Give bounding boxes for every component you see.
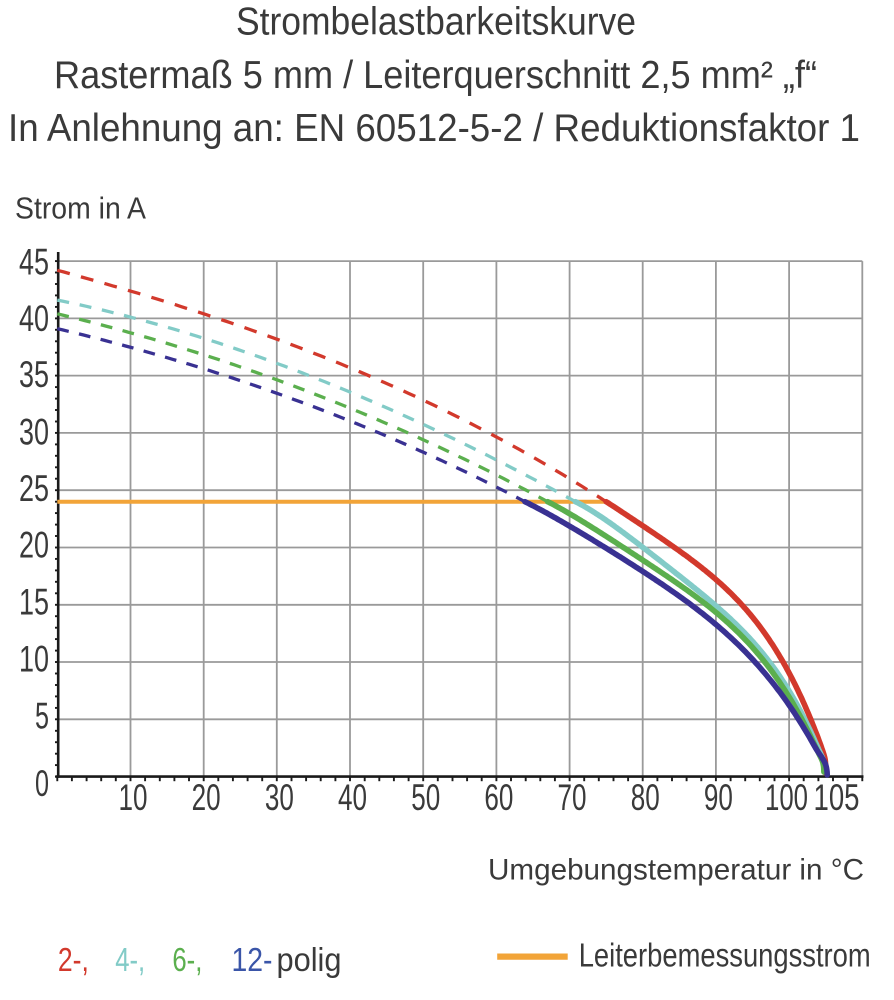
svg-text:10: 10: [19, 639, 49, 680]
svg-text:80: 80: [631, 777, 660, 818]
svg-text:Umgebungstemperatur in °C: Umgebungstemperatur in °C: [488, 854, 864, 887]
svg-text:100: 100: [765, 777, 808, 818]
svg-text:In Anlehnung an: EN 60512-5-2: In Anlehnung an: EN 60512-5-2 / Reduktio…: [8, 107, 860, 150]
svg-text:4-,: 4-,: [115, 942, 145, 979]
svg-text:2-,: 2-,: [58, 942, 89, 979]
svg-text:40: 40: [19, 298, 49, 339]
svg-text:30: 30: [19, 412, 49, 453]
svg-text:25: 25: [19, 468, 49, 509]
svg-text:6-,: 6-,: [172, 942, 202, 979]
svg-text:polig: polig: [277, 942, 342, 979]
svg-text:Strom in A: Strom in A: [15, 191, 146, 226]
svg-text:45: 45: [19, 242, 49, 283]
svg-text:105: 105: [814, 777, 860, 818]
svg-text:90: 90: [704, 777, 733, 818]
svg-text:Strombelastbarkeitskurve: Strombelastbarkeitskurve: [236, 1, 636, 44]
svg-text:10: 10: [118, 777, 147, 818]
svg-text:70: 70: [558, 777, 587, 818]
svg-text:50: 50: [411, 777, 440, 818]
svg-text:5: 5: [35, 696, 49, 737]
svg-text:20: 20: [192, 777, 221, 818]
svg-text:15: 15: [19, 582, 49, 623]
svg-text:0: 0: [35, 763, 49, 804]
svg-text:60: 60: [484, 777, 513, 818]
svg-text:Leiterbemessungsstrom: Leiterbemessungsstrom: [579, 938, 871, 975]
svg-text:30: 30: [265, 777, 294, 818]
svg-text:40: 40: [338, 777, 367, 818]
svg-text:35: 35: [19, 354, 49, 395]
svg-text:Rastermaß 5 mm / Leiterquersch: Rastermaß 5 mm / Leiterquerschnitt 2,5 m…: [54, 54, 817, 97]
svg-text:20: 20: [19, 525, 49, 566]
svg-text:12-: 12-: [232, 942, 273, 979]
